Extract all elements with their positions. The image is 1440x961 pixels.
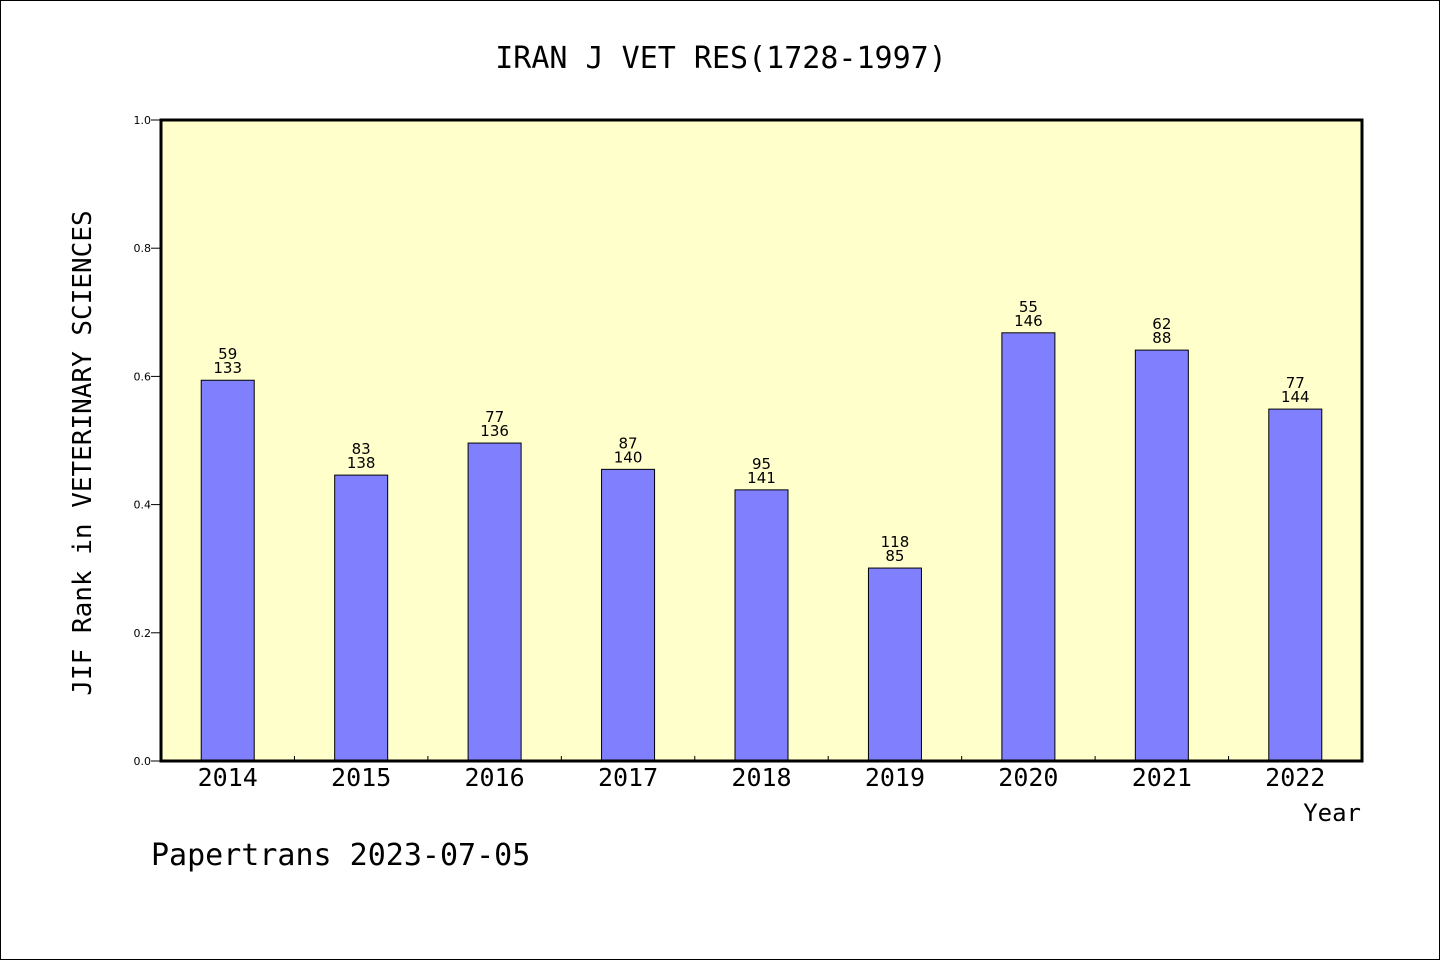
y-tick-label-0.2: 0.2 bbox=[134, 627, 152, 640]
bar-label-top-2020: 55 bbox=[1019, 298, 1038, 316]
y-tick-label-0.4: 0.4 bbox=[134, 499, 152, 512]
x-tick-label-2022: 2022 bbox=[1265, 763, 1325, 792]
y-tick-label-0.0: 0.0 bbox=[134, 755, 152, 768]
x-tick-label-2019: 2019 bbox=[865, 763, 925, 792]
x-tick-label-2015: 2015 bbox=[331, 763, 391, 792]
chart-title: IRAN J VET RES(1728-1997) bbox=[495, 41, 947, 76]
bar-2018 bbox=[734, 489, 789, 762]
bar-label-top-2019: 118 bbox=[881, 533, 910, 551]
bar-label-bottom-2015: 138 bbox=[347, 454, 376, 472]
bar-2020 bbox=[1001, 332, 1056, 762]
x-tick-label-2014: 2014 bbox=[198, 763, 258, 792]
x-tick-label-2021: 2021 bbox=[1132, 763, 1192, 792]
bar-2021 bbox=[1134, 349, 1189, 762]
bar-2015 bbox=[334, 474, 389, 762]
bar-label-top-2018: 95 bbox=[752, 455, 771, 473]
bar-2014 bbox=[200, 379, 255, 762]
bar-2019 bbox=[867, 567, 922, 762]
bar-label-top-2015: 83 bbox=[352, 440, 371, 458]
bar-label-bottom-2019: 85 bbox=[885, 547, 904, 565]
plot-border bbox=[159, 118, 1364, 763]
bar-2016 bbox=[467, 442, 522, 762]
x-tick-label-2018: 2018 bbox=[731, 763, 791, 792]
bar-label-top-2022: 77 bbox=[1286, 374, 1305, 392]
bar-2022 bbox=[1268, 408, 1323, 762]
footer-credit: Papertrans 2023-07-05 bbox=[151, 838, 530, 873]
x-tick-label-2020: 2020 bbox=[998, 763, 1058, 792]
y-tick-label-0.6: 0.6 bbox=[134, 370, 152, 383]
bar-label-bottom-2018: 141 bbox=[747, 469, 776, 487]
x-tick-label-2016: 2016 bbox=[465, 763, 525, 792]
y-tick-label-0.8: 0.8 bbox=[134, 242, 152, 255]
bar-label-bottom-2016: 136 bbox=[480, 422, 509, 440]
bar-label-bottom-2022: 144 bbox=[1281, 388, 1310, 406]
bar-label-top-2016: 77 bbox=[485, 408, 504, 426]
bar-label-top-2017: 87 bbox=[619, 434, 638, 452]
bar-2017 bbox=[601, 468, 656, 762]
bar-label-bottom-2020: 146 bbox=[1014, 312, 1043, 330]
x-axis-label: Year bbox=[1303, 799, 1361, 827]
x-tick-label-2017: 2017 bbox=[598, 763, 658, 792]
bar-label-top-2021: 62 bbox=[1152, 315, 1171, 333]
y-axis-label: JIF Rank in VETERINARY SCIENCES bbox=[68, 210, 98, 695]
y-tick-label-1.0: 1.0 bbox=[134, 114, 152, 127]
bar-label-bottom-2017: 140 bbox=[614, 448, 643, 466]
bar-label-bottom-2021: 88 bbox=[1152, 329, 1171, 347]
bar-label-bottom-2014: 133 bbox=[213, 359, 242, 377]
x-axis: 2014 2015 2016 2017 2018 2019 2020 2021 2022 bbox=[198, 756, 1325, 792]
y-axis: 0.0 0.2 0.4 0.6 0.8 1.0 bbox=[134, 114, 161, 768]
bars-group bbox=[200, 332, 1323, 762]
bar-label-top-2014: 59 bbox=[218, 345, 237, 363]
